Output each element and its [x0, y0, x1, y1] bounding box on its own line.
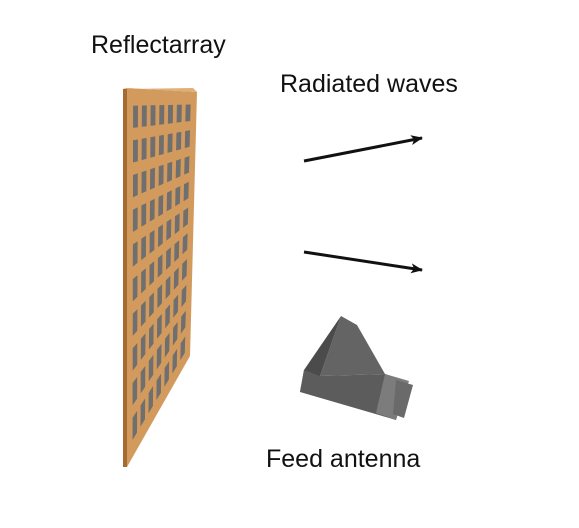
reflectarray-patch [184, 130, 190, 149]
reflectarray-patch [158, 224, 163, 248]
reflectarray-patch [141, 235, 146, 261]
reflectarray-patch [157, 254, 163, 278]
reflectarray-patch [164, 361, 170, 387]
reflectarray-patch-grid [132, 104, 191, 440]
reflectarray-patch [158, 194, 164, 217]
reflectarray-patch [141, 105, 147, 127]
reflectarray-patch [140, 333, 146, 360]
reflectarray-patch [167, 161, 173, 183]
horn-top-face [320, 316, 385, 376]
reflectarray-patch [140, 300, 146, 327]
reflectarray-top-edge [123, 88, 197, 92]
reflectarray-patch [148, 386, 154, 414]
reflectarray-patch [183, 207, 189, 228]
reflectarray-patch [181, 284, 187, 308]
reflectarray-patch [182, 259, 187, 281]
radiated-waves-label: Radiated waves [280, 70, 458, 98]
reflectarray-patch [141, 268, 146, 294]
reflectarray-patch [133, 105, 138, 128]
reflectarray-patch [174, 240, 180, 262]
reflectarray-patch [165, 275, 171, 300]
reflectarray-patch [158, 164, 164, 186]
reflectarray-patch [157, 284, 163, 309]
reflectarray-patch [176, 104, 182, 123]
feed-antenna-label: Feed antenna [266, 445, 421, 473]
reflectarray-patch [150, 136, 156, 158]
reflectarray-patch [173, 294, 179, 318]
reflectarray-patch [184, 156, 190, 175]
reflectarray-patch [167, 133, 173, 153]
feed-horn-antenna [300, 316, 413, 420]
arrow-right-icon [303, 135, 423, 163]
reflectarray-patch [148, 323, 154, 350]
reflectarray-side-edge [123, 88, 127, 467]
reflectarray-patch [183, 181, 189, 202]
reflectarray-patch [141, 170, 147, 194]
reflectarray-patch [167, 104, 173, 124]
reflectarray-patch [175, 186, 181, 207]
reflectarray-patch [156, 373, 162, 401]
reflectarray-patch [180, 336, 186, 361]
reflectarray-patch [132, 309, 138, 336]
reflectarray-patch [166, 218, 172, 241]
reflectarray-patch [173, 267, 179, 290]
reflectarray-patch [132, 207, 138, 232]
reflectarray-patch [176, 131, 182, 151]
reflectarray-patch [180, 310, 186, 334]
arrow-right-icon [303, 250, 423, 274]
reflectarray-patch [133, 139, 138, 163]
reflectarray-patch [159, 105, 165, 125]
reflectarray-label: Reflectarray [91, 31, 226, 59]
reflectarray-patch [132, 241, 138, 267]
reflectarray-patch [158, 134, 164, 156]
reflectarray-patch [132, 343, 138, 371]
reflectarray-patch [157, 313, 162, 339]
reflectarray-patch [132, 376, 138, 406]
horn-waveguide [393, 380, 413, 418]
reflectarray-patch [132, 410, 138, 440]
reflectarray-patch [172, 321, 178, 346]
reflectarray-patch [150, 167, 155, 190]
reflectarray-patch [185, 104, 191, 122]
radiated-wave-arrows [303, 135, 423, 274]
reflectarray-patch [133, 173, 138, 198]
reflectarray-patch [172, 348, 178, 374]
reflectarray-patch [149, 198, 155, 222]
reflectarray-patch [141, 137, 147, 161]
reflectarray-patch [164, 332, 170, 358]
reflectarray-patch [149, 230, 155, 254]
reflectarray-patch [174, 213, 180, 235]
reflectarray-patch [175, 158, 181, 179]
reflectarray-patch [132, 275, 138, 302]
reflectarray-patch [149, 292, 154, 318]
reflectarray-patch [149, 261, 155, 286]
reflectarray-patch [182, 233, 188, 255]
reflectarray-patch [156, 343, 162, 370]
reflectarray-patch [148, 354, 154, 382]
reflectarray-patch [165, 304, 170, 329]
reflectarray-patch [140, 365, 146, 394]
reflectarray-patch [166, 190, 172, 212]
reflectarray-panel [123, 88, 197, 467]
reflectarray-patch [150, 105, 156, 126]
reflectarray-patch [166, 247, 171, 270]
reflectarray-patch [140, 398, 146, 427]
reflectarray-patch [141, 203, 147, 227]
